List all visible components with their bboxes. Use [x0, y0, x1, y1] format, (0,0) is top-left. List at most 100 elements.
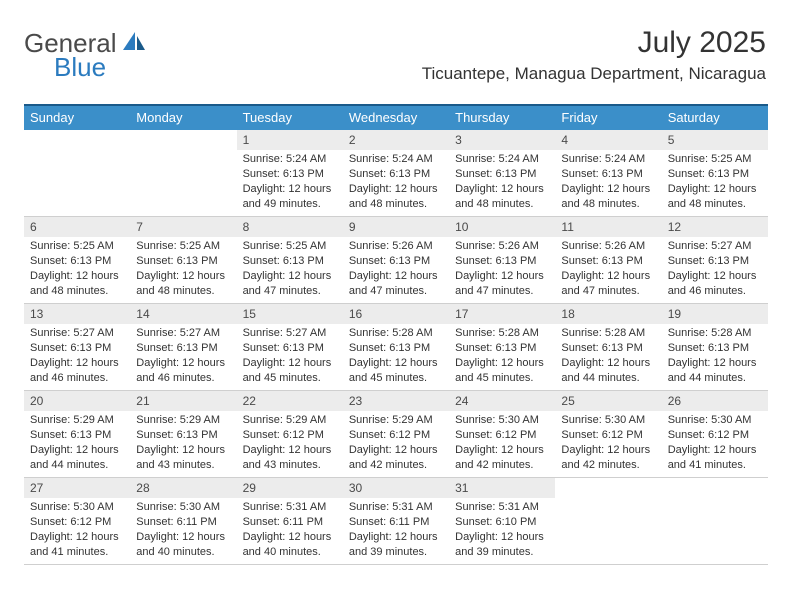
day-sunrise: Sunrise: 5:24 AM — [561, 152, 655, 167]
day-day1: Daylight: 12 hours — [243, 182, 337, 197]
day-number: 29 — [237, 478, 343, 498]
day-cell: 30Sunrise: 5:31 AMSunset: 6:11 PMDayligh… — [343, 478, 449, 564]
day-sunset: Sunset: 6:13 PM — [243, 167, 337, 182]
day-day2: and 48 minutes. — [561, 197, 655, 212]
day-cell: 7Sunrise: 5:25 AMSunset: 6:13 PMDaylight… — [130, 217, 236, 303]
day-sunrise: Sunrise: 5:24 AM — [243, 152, 337, 167]
day-sunset: Sunset: 6:11 PM — [349, 515, 443, 530]
day-sunset: Sunset: 6:11 PM — [243, 515, 337, 530]
day-header: Sunday — [24, 106, 130, 130]
day-number: 31 — [449, 478, 555, 498]
day-cell: 8Sunrise: 5:25 AMSunset: 6:13 PMDaylight… — [237, 217, 343, 303]
day-cell: 2Sunrise: 5:24 AMSunset: 6:13 PMDaylight… — [343, 130, 449, 216]
day-body: Sunrise: 5:30 AMSunset: 6:12 PMDaylight:… — [449, 411, 555, 476]
day-number: 4 — [555, 130, 661, 150]
day-body: Sunrise: 5:28 AMSunset: 6:13 PMDaylight:… — [449, 324, 555, 389]
day-day2: and 49 minutes. — [243, 197, 337, 212]
day-body: Sunrise: 5:26 AMSunset: 6:13 PMDaylight:… — [555, 237, 661, 302]
day-body: Sunrise: 5:25 AMSunset: 6:13 PMDaylight:… — [237, 237, 343, 302]
day-body: Sunrise: 5:29 AMSunset: 6:12 PMDaylight:… — [237, 411, 343, 476]
day-cell: 14Sunrise: 5:27 AMSunset: 6:13 PMDayligh… — [130, 304, 236, 390]
day-sunset: Sunset: 6:13 PM — [455, 341, 549, 356]
day-number: 27 — [24, 478, 130, 498]
day-cell: 15Sunrise: 5:27 AMSunset: 6:13 PMDayligh… — [237, 304, 343, 390]
day-sunset: Sunset: 6:13 PM — [561, 254, 655, 269]
day-cell: 12Sunrise: 5:27 AMSunset: 6:13 PMDayligh… — [662, 217, 768, 303]
day-body: Sunrise: 5:24 AMSunset: 6:13 PMDaylight:… — [449, 150, 555, 215]
day-day1: Daylight: 12 hours — [136, 356, 230, 371]
day-day2: and 42 minutes. — [349, 458, 443, 473]
day-day1: Daylight: 12 hours — [243, 269, 337, 284]
day-cell: 25Sunrise: 5:30 AMSunset: 6:12 PMDayligh… — [555, 391, 661, 477]
day-sunrise: Sunrise: 5:27 AM — [668, 239, 762, 254]
day-number: 9 — [343, 217, 449, 237]
day-body: Sunrise: 5:25 AMSunset: 6:13 PMDaylight:… — [662, 150, 768, 215]
day-day1: Daylight: 12 hours — [136, 269, 230, 284]
day-body: Sunrise: 5:31 AMSunset: 6:11 PMDaylight:… — [343, 498, 449, 563]
day-cell: 6Sunrise: 5:25 AMSunset: 6:13 PMDaylight… — [24, 217, 130, 303]
day-day1: Daylight: 12 hours — [668, 182, 762, 197]
day-body: Sunrise: 5:29 AMSunset: 6:13 PMDaylight:… — [130, 411, 236, 476]
day-day1: Daylight: 12 hours — [455, 269, 549, 284]
day-day2: and 44 minutes. — [668, 371, 762, 386]
day-day2: and 47 minutes. — [561, 284, 655, 299]
day-sunrise: Sunrise: 5:27 AM — [30, 326, 124, 341]
day-number: 16 — [343, 304, 449, 324]
day-sunset: Sunset: 6:13 PM — [136, 254, 230, 269]
day-number: 17 — [449, 304, 555, 324]
day-sunset: Sunset: 6:13 PM — [30, 428, 124, 443]
day-cell: 21Sunrise: 5:29 AMSunset: 6:13 PMDayligh… — [130, 391, 236, 477]
day-number: 12 — [662, 217, 768, 237]
day-number: 3 — [449, 130, 555, 150]
day-header: Friday — [555, 106, 661, 130]
day-day1: Daylight: 12 hours — [349, 443, 443, 458]
day-day1: Daylight: 12 hours — [349, 182, 443, 197]
day-cell: 1Sunrise: 5:24 AMSunset: 6:13 PMDaylight… — [237, 130, 343, 216]
day-cell — [555, 478, 661, 564]
day-sunrise: Sunrise: 5:25 AM — [668, 152, 762, 167]
day-body: Sunrise: 5:27 AMSunset: 6:13 PMDaylight:… — [662, 237, 768, 302]
day-sunrise: Sunrise: 5:24 AM — [455, 152, 549, 167]
day-body: Sunrise: 5:26 AMSunset: 6:13 PMDaylight:… — [343, 237, 449, 302]
day-body: Sunrise: 5:29 AMSunset: 6:12 PMDaylight:… — [343, 411, 449, 476]
day-cell: 27Sunrise: 5:30 AMSunset: 6:12 PMDayligh… — [24, 478, 130, 564]
day-day2: and 45 minutes. — [455, 371, 549, 386]
day-cell: 3Sunrise: 5:24 AMSunset: 6:13 PMDaylight… — [449, 130, 555, 216]
day-sunrise: Sunrise: 5:24 AM — [349, 152, 443, 167]
day-header: Thursday — [449, 106, 555, 130]
day-sunrise: Sunrise: 5:26 AM — [561, 239, 655, 254]
day-day1: Daylight: 12 hours — [561, 356, 655, 371]
day-body: Sunrise: 5:27 AMSunset: 6:13 PMDaylight:… — [24, 324, 130, 389]
day-day2: and 47 minutes. — [455, 284, 549, 299]
day-number: 19 — [662, 304, 768, 324]
day-sunrise: Sunrise: 5:29 AM — [243, 413, 337, 428]
sail-icon — [121, 30, 147, 57]
day-number: 8 — [237, 217, 343, 237]
day-cell: 16Sunrise: 5:28 AMSunset: 6:13 PMDayligh… — [343, 304, 449, 390]
day-number: 6 — [24, 217, 130, 237]
day-sunrise: Sunrise: 5:30 AM — [30, 500, 124, 515]
day-body: Sunrise: 5:24 AMSunset: 6:13 PMDaylight:… — [237, 150, 343, 215]
day-sunset: Sunset: 6:12 PM — [243, 428, 337, 443]
calendar-grid: SundayMondayTuesdayWednesdayThursdayFrid… — [24, 104, 768, 565]
month-title: July 2025 — [422, 26, 766, 60]
day-day1: Daylight: 12 hours — [243, 530, 337, 545]
day-number: 2 — [343, 130, 449, 150]
day-day2: and 42 minutes. — [455, 458, 549, 473]
brand-text-blue: Blue — [54, 52, 106, 82]
day-number: 10 — [449, 217, 555, 237]
day-sunset: Sunset: 6:13 PM — [349, 341, 443, 356]
day-sunset: Sunset: 6:13 PM — [668, 341, 762, 356]
day-sunset: Sunset: 6:13 PM — [455, 167, 549, 182]
day-sunrise: Sunrise: 5:28 AM — [349, 326, 443, 341]
day-sunrise: Sunrise: 5:25 AM — [243, 239, 337, 254]
day-day2: and 39 minutes. — [455, 545, 549, 560]
day-cell — [662, 478, 768, 564]
day-day1: Daylight: 12 hours — [668, 356, 762, 371]
day-sunrise: Sunrise: 5:29 AM — [30, 413, 124, 428]
day-sunrise: Sunrise: 5:25 AM — [30, 239, 124, 254]
day-day1: Daylight: 12 hours — [455, 356, 549, 371]
day-number: 22 — [237, 391, 343, 411]
day-sunrise: Sunrise: 5:30 AM — [561, 413, 655, 428]
day-sunset: Sunset: 6:13 PM — [668, 167, 762, 182]
